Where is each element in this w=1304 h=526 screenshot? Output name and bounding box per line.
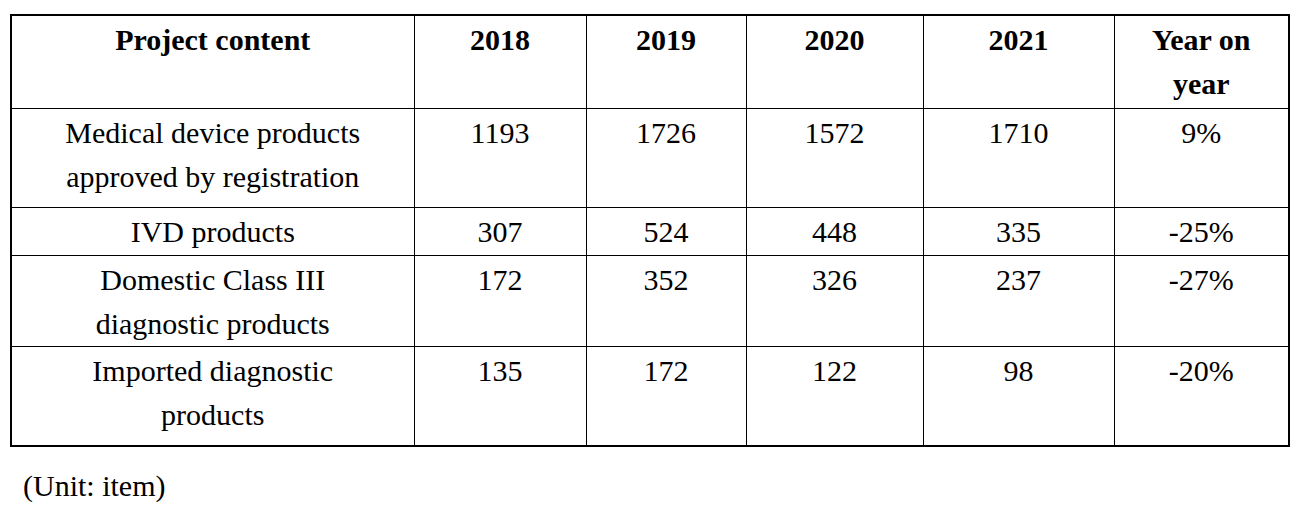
header-cell-year-on-year: Year on year xyxy=(1114,15,1289,108)
value-cell: 335 xyxy=(923,207,1114,255)
value-cell: 524 xyxy=(586,207,746,255)
value-cell: 122 xyxy=(746,346,923,446)
value-cell: 172 xyxy=(414,255,586,346)
value-cell: 135 xyxy=(414,346,586,446)
row-label-cell: Domestic Class III diagnostic products xyxy=(11,255,414,346)
value-cell: 352 xyxy=(586,255,746,346)
value-cell: 326 xyxy=(746,255,923,346)
value-cell: 1572 xyxy=(746,108,923,207)
header-cell-2020: 2020 xyxy=(746,15,923,108)
table-row-ivd-products: IVD products 307 524 448 335 -25% xyxy=(11,207,1289,255)
value-cell: 1726 xyxy=(586,108,746,207)
header-cell-2019: 2019 xyxy=(586,15,746,108)
table-row-medical-device-products: Medical device products approved by regi… xyxy=(11,108,1289,207)
table-row-imported-diagnostic: Imported diagnostic products 135 172 122… xyxy=(11,346,1289,446)
registration-stats-table: Project content 2018 2019 2020 2021 Year… xyxy=(10,14,1290,447)
header-row: Project content 2018 2019 2020 2021 Year… xyxy=(11,15,1289,108)
value-cell: 307 xyxy=(414,207,586,255)
value-cell: -20% xyxy=(1114,346,1289,446)
page: Project content 2018 2019 2020 2021 Year… xyxy=(0,0,1304,526)
header-cell-2018: 2018 xyxy=(414,15,586,108)
row-label-cell: IVD products xyxy=(11,207,414,255)
value-cell: 237 xyxy=(923,255,1114,346)
value-cell: 1193 xyxy=(414,108,586,207)
value-cell: 9% xyxy=(1114,108,1289,207)
table-row-domestic-class-iii: Domestic Class III diagnostic products 1… xyxy=(11,255,1289,346)
value-cell: 448 xyxy=(746,207,923,255)
value-cell: 172 xyxy=(586,346,746,446)
row-label-cell: Imported diagnostic products xyxy=(11,346,414,446)
value-cell: -25% xyxy=(1114,207,1289,255)
header-cell-2021: 2021 xyxy=(923,15,1114,108)
row-label-cell: Medical device products approved by regi… xyxy=(11,108,414,207)
unit-note: (Unit: item) xyxy=(23,466,165,506)
value-cell: -27% xyxy=(1114,255,1289,346)
value-cell: 1710 xyxy=(923,108,1114,207)
value-cell: 98 xyxy=(923,346,1114,446)
header-cell-project-content: Project content xyxy=(11,15,414,108)
